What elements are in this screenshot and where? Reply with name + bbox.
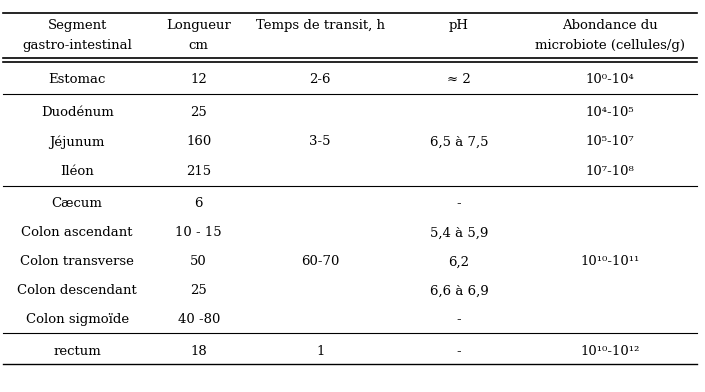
- Text: Longueur: Longueur: [166, 19, 231, 33]
- Text: 12: 12: [190, 73, 207, 85]
- Text: Cæcum: Cæcum: [51, 198, 103, 211]
- Text: 6,5 à 7,5: 6,5 à 7,5: [430, 136, 489, 149]
- Text: Colon descendant: Colon descendant: [18, 285, 137, 298]
- Text: pH: pH: [449, 19, 469, 33]
- Text: ≈ 2: ≈ 2: [447, 73, 471, 85]
- Text: Abondance du: Abondance du: [562, 19, 658, 33]
- Text: microbiote (cellules/g): microbiote (cellules/g): [535, 39, 685, 52]
- Text: Jéjunum: Jéjunum: [49, 135, 105, 149]
- Text: Colon sigmoïde: Colon sigmoïde: [25, 314, 129, 327]
- Text: 10¹⁰-10¹²: 10¹⁰-10¹²: [580, 345, 640, 358]
- Text: 60-70: 60-70: [301, 256, 339, 269]
- Text: 1: 1: [316, 345, 324, 358]
- Text: Temps de transit, h: Temps de transit, h: [256, 19, 385, 33]
- Text: Duodénum: Duodénum: [41, 105, 114, 119]
- Text: 10⁷-10⁸: 10⁷-10⁸: [586, 165, 635, 178]
- Text: 25: 25: [190, 105, 207, 119]
- Text: 40 -80: 40 -80: [178, 314, 220, 327]
- Text: cm: cm: [189, 39, 209, 52]
- Text: Iléon: Iléon: [61, 165, 94, 178]
- Text: 10¹⁰-10¹¹: 10¹⁰-10¹¹: [580, 256, 639, 269]
- Text: 6,6 à 6,9: 6,6 à 6,9: [430, 285, 489, 298]
- Text: Segment: Segment: [47, 19, 107, 33]
- Text: 10 - 15: 10 - 15: [176, 227, 222, 240]
- Text: 25: 25: [190, 285, 207, 298]
- Text: 10⁰-10⁴: 10⁰-10⁴: [586, 73, 635, 85]
- Text: -: -: [457, 345, 461, 358]
- Text: 160: 160: [186, 136, 212, 149]
- Text: 6: 6: [195, 198, 203, 211]
- Text: Colon ascendant: Colon ascendant: [21, 227, 133, 240]
- Text: -: -: [457, 198, 461, 211]
- Text: 2-6: 2-6: [309, 73, 331, 85]
- Text: Colon transverse: Colon transverse: [20, 256, 134, 269]
- Text: Estomac: Estomac: [49, 73, 106, 85]
- Text: gastro-intestinal: gastro-intestinal: [23, 39, 132, 52]
- Text: 10⁴-10⁵: 10⁴-10⁵: [586, 105, 635, 119]
- Text: 50: 50: [190, 256, 207, 269]
- Text: -: -: [457, 314, 461, 327]
- Text: 3-5: 3-5: [309, 136, 331, 149]
- Text: 215: 215: [186, 165, 212, 178]
- Text: 6,2: 6,2: [448, 256, 470, 269]
- Text: 5,4 à 5,9: 5,4 à 5,9: [430, 227, 489, 240]
- Text: 10⁵-10⁷: 10⁵-10⁷: [586, 136, 635, 149]
- Text: rectum: rectum: [54, 345, 101, 358]
- Text: 18: 18: [190, 345, 207, 358]
